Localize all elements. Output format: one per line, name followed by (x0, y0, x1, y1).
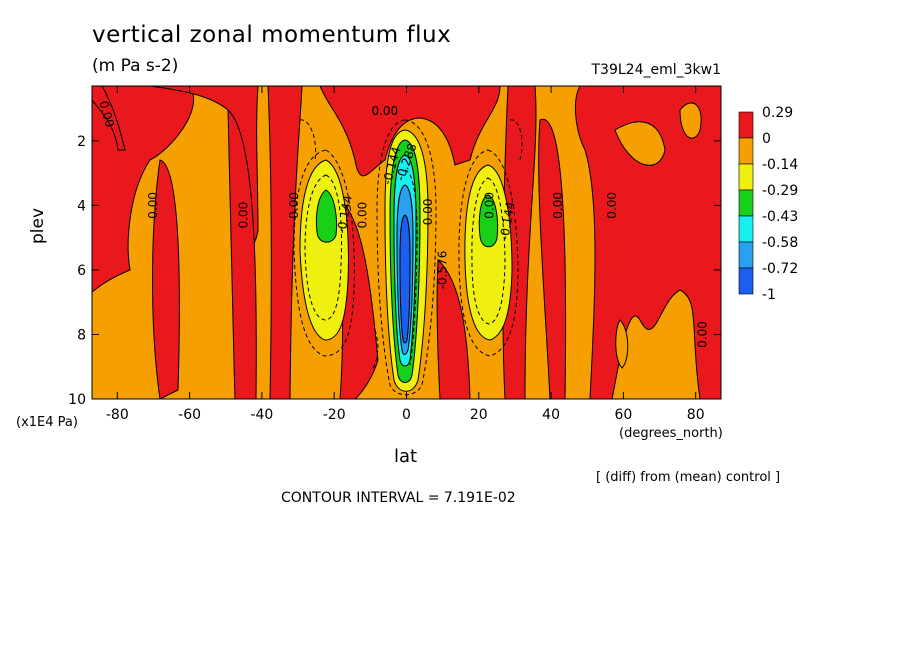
x-axis-unit: (degrees_north) (619, 426, 723, 441)
x-axis-ticks: -80 -60 -40 -20 0 20 40 60 80 (106, 86, 705, 423)
contour-labels: 0.000.00 0.00 0.00 -0.144 0.000.00-0.144-0.2… (96, 99, 709, 348)
y-tick-label: 4 (77, 198, 86, 214)
contour-label: 0.00 (356, 202, 370, 229)
contour-label: 0.00 (421, 198, 435, 225)
colorbar-level-label: 0.29 (762, 105, 793, 121)
diff-note: [ (diff) from (mean) control ] (596, 470, 781, 485)
x-tick-label: 60 (614, 407, 632, 423)
x-tick-label: -60 (178, 407, 201, 423)
contour-label: 0.00 (482, 192, 496, 219)
contour-label: 0.00 (551, 192, 565, 219)
x-tick-label: 0 (402, 407, 411, 423)
contour-label: -0.144 (334, 194, 355, 235)
colorbar-swatch (738, 241, 754, 269)
contour-label: 0.00 (605, 192, 619, 219)
chart-title: vertical zonal momentum flux (92, 22, 452, 48)
colorbar-swatch (738, 163, 754, 191)
chart-units: (m Pa s-2) (92, 56, 179, 76)
contour-label: 0.00 (371, 104, 398, 118)
colorbar-level-label: -0.29 (762, 183, 798, 199)
x-tick-label: 40 (542, 407, 560, 423)
colorbar-level-label: -0.72 (762, 261, 798, 277)
x-tick-label: -40 (250, 407, 273, 423)
x-tick-label: -80 (106, 407, 129, 423)
contour-label: 0.00 (96, 99, 116, 128)
colorbar-swatch (738, 267, 754, 295)
contour-label: 0.00 (287, 192, 301, 219)
y-tick-label: 10 (68, 392, 86, 408)
x-axis-label: lat (394, 446, 418, 467)
colorbar-level-label: 0 (762, 131, 771, 147)
contour-label: 0.00 (236, 202, 250, 229)
run-name: T39L24_eml_3kw1 (591, 62, 722, 78)
contour-field (92, 86, 721, 399)
colorbar: 0.29 0 -0.14 -0.29 -0.43 -0.58 -0.72 -1 (738, 105, 798, 303)
contour-label: -0.144 (497, 201, 518, 242)
y-tick-label: 6 (77, 263, 86, 279)
colorbar-swatch (738, 189, 754, 217)
colorbar-swatch (738, 111, 754, 139)
colorbar-swatch (738, 137, 754, 165)
colorbar-level-label: -0.58 (762, 235, 798, 251)
y-axis-unit: (x1E4 Pa) (16, 415, 78, 430)
y-tick-label: 8 (77, 327, 86, 343)
colorbar-level-label: -0.14 (762, 157, 798, 173)
colorbar-swatch (738, 215, 754, 243)
colorbar-level-label: -0.43 (762, 209, 798, 225)
y-tick-label: 2 (77, 134, 86, 150)
contour-label: 0.00 (696, 321, 710, 348)
y-axis-ticks: 2 4 6 8 10 (68, 134, 721, 408)
x-tick-label: -20 (323, 407, 346, 423)
x-tick-label: 80 (687, 407, 705, 423)
contour-label: 0.00 (146, 192, 160, 219)
contour-interval: CONTOUR INTERVAL = 7.191E-02 (281, 490, 516, 506)
colorbar-level-label: -1 (762, 287, 776, 303)
x-tick-label: 20 (470, 407, 488, 423)
contour-label: -0.576 (435, 251, 449, 290)
